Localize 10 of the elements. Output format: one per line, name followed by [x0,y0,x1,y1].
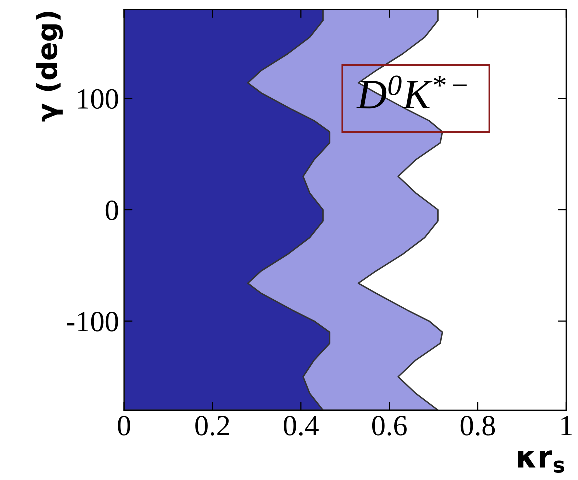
y-tick-label: -100 [67,312,118,332]
x-tick-label: 0.8 [460,416,496,436]
x-tick-label: 0.2 [196,416,230,436]
x-tick-label: 0.4 [284,416,319,436]
y-tick-label: 0 [106,200,118,220]
x-tick-label: 0.6 [372,416,407,436]
y-axis-title: γ (deg) [36,12,64,122]
y-tick-label: 100 [78,89,118,110]
x-axis-title: κr$_{s}$ [518,450,565,474]
x-tick-label: 1 [562,416,572,436]
